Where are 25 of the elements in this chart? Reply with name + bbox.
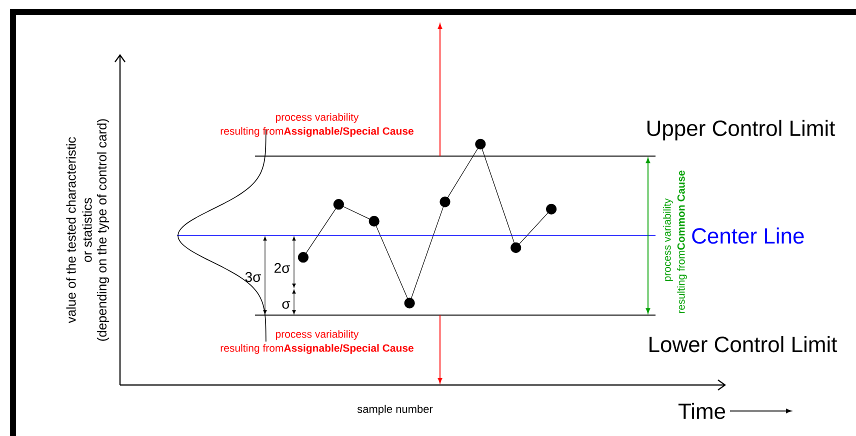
text: or statistics [82, 198, 92, 262]
point [298, 252, 309, 263]
point [440, 196, 450, 208]
point [475, 138, 486, 150]
text: resulting fromCommon Cause [677, 170, 687, 314]
x-axis-title: sample number [357, 404, 433, 416]
text: process variability [276, 113, 359, 123]
text: (depending on the type of control card) [96, 119, 110, 341]
ref-line-label: Lower Control Limit [650, 336, 838, 352]
point [510, 242, 522, 253]
point [404, 298, 415, 308]
point [368, 216, 380, 226]
text: value of the tested characteristic [66, 137, 76, 324]
annotation: process variability [276, 330, 359, 340]
annotation: 2σ [274, 263, 290, 273]
point [333, 199, 344, 210]
annotation: σ [282, 301, 290, 309]
annotation: resulting fromAssignable/Special Cause [220, 344, 414, 354]
ref-line-label: Center Line [692, 228, 804, 244]
ref-line-label: Upper Control Limit [647, 120, 836, 140]
text: 3σ [245, 272, 262, 282]
text: Time [678, 402, 726, 420]
text: process variability [663, 198, 673, 282]
text: resulting fromAssignable/Special Cause [220, 127, 414, 137]
point [546, 204, 557, 214]
